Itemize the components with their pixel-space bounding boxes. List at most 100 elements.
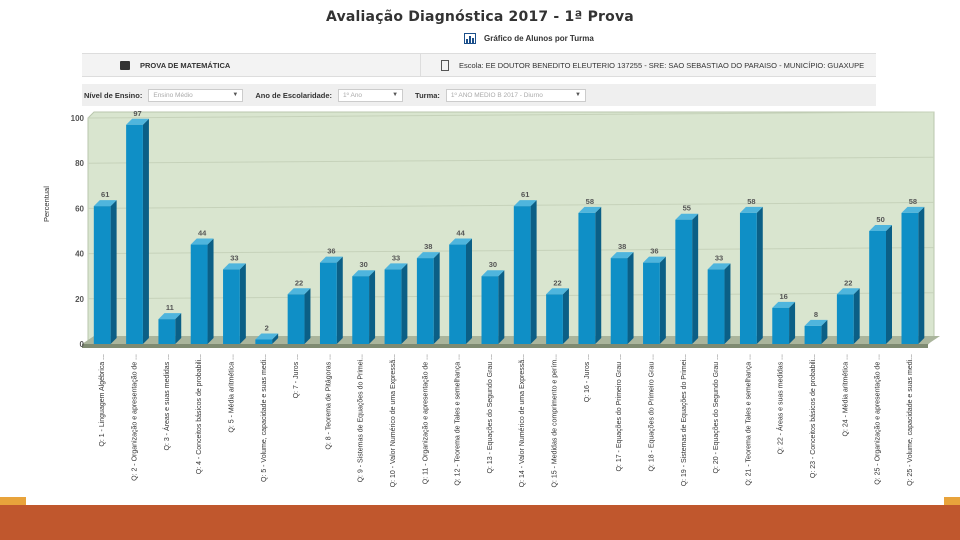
data-label: 30	[360, 260, 368, 269]
bar-side	[175, 313, 182, 344]
bar	[223, 269, 240, 344]
x-tick-label: Q: 10 - Valor Numérico de uma Expressã..…	[390, 354, 397, 487]
bar	[675, 219, 693, 344]
bar-side	[369, 270, 376, 344]
gridline	[87, 247, 935, 255]
bar	[416, 258, 434, 344]
bar-side	[498, 270, 505, 344]
bar	[546, 294, 563, 344]
chart-by-class-link[interactable]: Gráfico de Alunos por Turma	[464, 33, 594, 44]
bar	[190, 244, 208, 344]
x-tick-label: Q: 23 - Conceitos básicos de probabili..…	[810, 354, 817, 478]
turma-select[interactable]: 1º ANO MEDIO B 2017 - Diurno ▼	[445, 88, 586, 102]
bar-side	[207, 238, 214, 344]
bar	[869, 231, 886, 344]
data-label: 33	[230, 253, 238, 262]
bar-side	[336, 256, 343, 344]
bar	[481, 276, 499, 344]
bar-top	[319, 256, 343, 263]
x-tick-label: Q: 5 - Volume, capacidade e suas medi...	[261, 354, 268, 482]
bar-side	[562, 288, 569, 344]
bar-top	[578, 206, 602, 213]
bar	[449, 244, 466, 344]
data-label: 36	[327, 247, 335, 256]
y-tick-label: 40	[75, 250, 84, 259]
bar-top	[93, 200, 117, 207]
ano-select[interactable]: 1º Ano ▼	[338, 88, 404, 102]
bar-top	[643, 256, 666, 263]
bar-top	[223, 263, 246, 270]
data-label: 16	[780, 292, 788, 301]
x-tick-label: Q: 11 - Organização e apresentação de ..…	[422, 354, 429, 484]
exam-info-bar: PROVA DE MATEMÁTICA Escola: EE DOUTOR BE…	[82, 53, 876, 77]
data-label: 97	[133, 109, 141, 118]
y-tick-label: 0	[80, 340, 85, 349]
bar	[772, 307, 790, 344]
bar-side	[142, 118, 149, 344]
bar-side	[110, 200, 117, 344]
y-tick-label: 60	[75, 204, 84, 213]
bar-side	[433, 252, 440, 344]
x-tick-label: Q: 9 - Sistemas de Equações do Primei...	[358, 354, 365, 482]
data-label: 33	[392, 253, 400, 262]
x-tick-label: Q: 19 - Sistemas de Equações do Primei..…	[681, 354, 688, 486]
bar-side	[756, 206, 763, 344]
x-tick-label: Q: 1 - Linguagem Algébrica ...	[99, 354, 106, 447]
data-label: 50	[876, 215, 884, 224]
bar	[707, 269, 725, 344]
gridline	[87, 201, 935, 209]
bar	[93, 206, 111, 344]
bar-top	[901, 206, 925, 213]
data-label: 38	[618, 242, 626, 251]
bar-top	[481, 270, 505, 277]
data-label: 36	[650, 247, 658, 256]
bar-side	[724, 263, 731, 344]
data-label: 2	[265, 323, 269, 332]
bar-side	[789, 301, 796, 344]
data-label: 22	[553, 278, 561, 287]
bar-chart: 0 20 40 60 80 100 61 Q: 1 - Linguagem Algébrica…	[71, 109, 940, 487]
x-tick-label: Q: 13 - Equações do Segundo Grau ...	[487, 354, 494, 474]
school-info: Escola: EE DOUTOR BENEDITO ELEUTERIO 137…	[459, 60, 865, 70]
bar-top	[126, 118, 149, 125]
footer-band	[0, 505, 960, 540]
bar	[739, 212, 757, 344]
x-tick-label: Q: 8 - Teorema de Pitágoras ...	[325, 354, 332, 450]
bar-top	[513, 200, 537, 207]
bar-top	[546, 288, 569, 295]
bar	[319, 262, 337, 344]
data-label: 33	[715, 253, 723, 262]
bar-side	[239, 263, 246, 344]
bar	[513, 206, 531, 344]
data-label: 61	[521, 190, 529, 199]
clipboard-icon	[441, 59, 449, 71]
x-tick-label: Q: 3 - Áreas e suas medidas ...	[162, 354, 171, 451]
bar	[126, 124, 143, 344]
bar-top	[158, 313, 182, 320]
bar	[287, 294, 305, 344]
x-tick-label: Q: 15 - Medidas de comprimento e perím..…	[552, 354, 559, 487]
bar-top	[739, 206, 763, 213]
nivel-label: Nível de Ensino:	[84, 90, 143, 100]
nivel-select[interactable]: Ensino Médio ▼	[148, 88, 244, 102]
bar-top	[610, 252, 634, 259]
bar-side	[304, 288, 311, 344]
bar-top	[869, 225, 892, 231]
bar-chart-icon	[464, 33, 476, 44]
bar-side	[272, 333, 279, 344]
bar	[901, 212, 919, 344]
ano-label: Ano de Escolaridade:	[255, 90, 333, 100]
page-title: Avaliação Diagnóstica 2017 - 1ª Prova	[326, 9, 634, 25]
bar-top	[707, 263, 731, 270]
chevron-down-icon: ▼	[232, 92, 239, 98]
bar-side	[530, 200, 537, 344]
bar-side	[595, 206, 602, 344]
data-label: 58	[747, 197, 755, 206]
bar-side	[821, 319, 828, 344]
bar	[255, 339, 273, 344]
plot-area	[87, 111, 935, 345]
x-tick-label: Q: 4 - Conceitos básicos de probabili...	[196, 354, 203, 474]
x-tick-label: Q: 25 - Volume, capacidade e suas medi..…	[907, 354, 914, 486]
corner-accent-left	[0, 497, 26, 505]
data-label: 22	[844, 278, 852, 287]
